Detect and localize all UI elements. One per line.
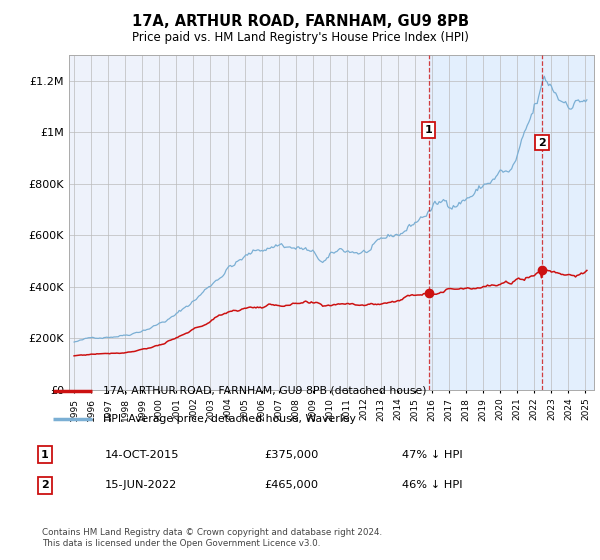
- Text: 2: 2: [41, 480, 49, 491]
- Text: 17A, ARTHUR ROAD, FARNHAM, GU9 8PB: 17A, ARTHUR ROAD, FARNHAM, GU9 8PB: [131, 14, 469, 29]
- Text: Price paid vs. HM Land Registry's House Price Index (HPI): Price paid vs. HM Land Registry's House …: [131, 31, 469, 44]
- Bar: [428, 55, 594, 390]
- Text: £465,000: £465,000: [264, 480, 318, 491]
- Text: 46% ↓ HPI: 46% ↓ HPI: [402, 480, 463, 491]
- Text: Contains HM Land Registry data © Crown copyright and database right 2024.
This d: Contains HM Land Registry data © Crown c…: [42, 528, 382, 548]
- Text: HPI: Average price, detached house, Waverley: HPI: Average price, detached house, Wave…: [103, 413, 356, 423]
- Text: 1: 1: [41, 450, 49, 460]
- Text: 17A, ARTHUR ROAD, FARNHAM, GU9 8PB (detached house): 17A, ARTHUR ROAD, FARNHAM, GU9 8PB (deta…: [103, 386, 427, 396]
- Text: 14-OCT-2015: 14-OCT-2015: [105, 450, 179, 460]
- Text: 47% ↓ HPI: 47% ↓ HPI: [402, 450, 463, 460]
- Text: 2: 2: [538, 138, 546, 148]
- Text: 15-JUN-2022: 15-JUN-2022: [105, 480, 177, 491]
- Text: 1: 1: [425, 125, 433, 135]
- Text: £375,000: £375,000: [264, 450, 319, 460]
